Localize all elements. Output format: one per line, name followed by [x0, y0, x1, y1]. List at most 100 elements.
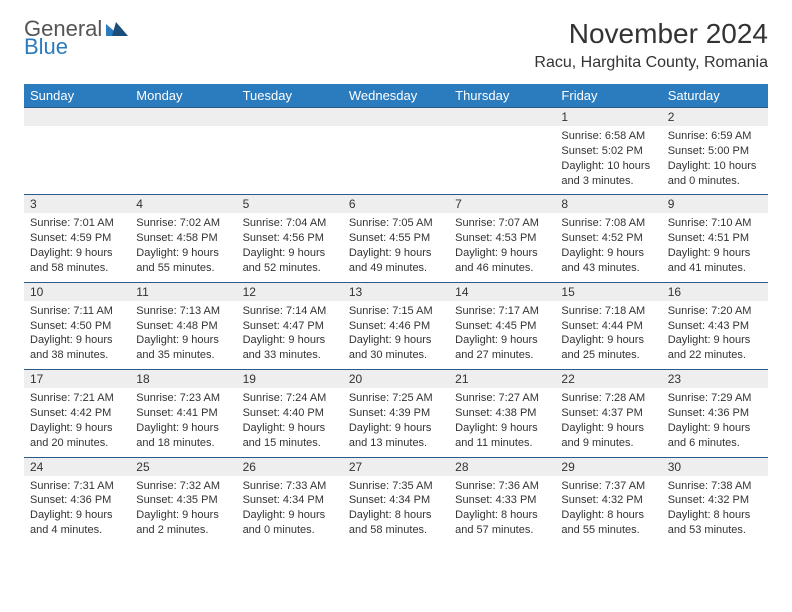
day-body — [237, 126, 343, 194]
logo-text-blue: Blue — [24, 36, 128, 58]
day-number: 16 — [662, 282, 768, 301]
sunset: Sunset: 4:37 PM — [561, 406, 655, 421]
sunset: Sunset: 4:51 PM — [668, 231, 762, 246]
sunset: Sunset: 4:53 PM — [455, 231, 549, 246]
day-body: Sunrise: 7:21 AMSunset: 4:42 PMDaylight:… — [24, 388, 130, 456]
day-label: Monday — [130, 84, 236, 107]
location: Racu, Harghita County, Romania — [534, 54, 768, 72]
day-body: Sunrise: 7:28 AMSunset: 4:37 PMDaylight:… — [555, 388, 661, 456]
sunrise: Sunrise: 7:33 AM — [243, 479, 337, 494]
week-number-row: 3456789 — [24, 194, 768, 213]
day-number — [449, 107, 555, 126]
day-number: 15 — [555, 282, 661, 301]
daylight: Daylight: 9 hours and 2 minutes. — [136, 508, 230, 538]
day-body: Sunrise: 7:23 AMSunset: 4:41 PMDaylight:… — [130, 388, 236, 456]
sunrise: Sunrise: 7:21 AM — [30, 391, 124, 406]
daylight: Daylight: 9 hours and 49 minutes. — [349, 246, 443, 276]
day-body: Sunrise: 7:25 AMSunset: 4:39 PMDaylight:… — [343, 388, 449, 456]
day-number: 29 — [555, 457, 661, 476]
daylight: Daylight: 9 hours and 18 minutes. — [136, 421, 230, 451]
sunset: Sunset: 4:42 PM — [30, 406, 124, 421]
sunset: Sunset: 4:46 PM — [349, 319, 443, 334]
day-body: Sunrise: 7:31 AMSunset: 4:36 PMDaylight:… — [24, 476, 130, 544]
day-number: 2 — [662, 107, 768, 126]
sunrise: Sunrise: 7:20 AM — [668, 304, 762, 319]
day-body: Sunrise: 7:17 AMSunset: 4:45 PMDaylight:… — [449, 301, 555, 369]
day-number: 19 — [237, 369, 343, 388]
daylight: Daylight: 9 hours and 20 minutes. — [30, 421, 124, 451]
day-number — [130, 107, 236, 126]
day-body: Sunrise: 7:15 AMSunset: 4:46 PMDaylight:… — [343, 301, 449, 369]
day-body: Sunrise: 7:04 AMSunset: 4:56 PMDaylight:… — [237, 213, 343, 281]
sunrise: Sunrise: 7:29 AM — [668, 391, 762, 406]
day-body — [449, 126, 555, 194]
day-body: Sunrise: 7:13 AMSunset: 4:48 PMDaylight:… — [130, 301, 236, 369]
day-body: Sunrise: 7:32 AMSunset: 4:35 PMDaylight:… — [130, 476, 236, 544]
sunset: Sunset: 4:41 PM — [136, 406, 230, 421]
sunrise: Sunrise: 7:02 AM — [136, 216, 230, 231]
sunrise: Sunrise: 7:10 AM — [668, 216, 762, 231]
day-number: 13 — [343, 282, 449, 301]
day-label: Wednesday — [343, 84, 449, 107]
day-header-row: Sunday Monday Tuesday Wednesday Thursday… — [24, 84, 768, 107]
day-body: Sunrise: 7:35 AMSunset: 4:34 PMDaylight:… — [343, 476, 449, 544]
sunrise: Sunrise: 7:07 AM — [455, 216, 549, 231]
sunset: Sunset: 4:58 PM — [136, 231, 230, 246]
day-body: Sunrise: 7:24 AMSunset: 4:40 PMDaylight:… — [237, 388, 343, 456]
sunrise: Sunrise: 7:36 AM — [455, 479, 549, 494]
sunrise: Sunrise: 7:08 AM — [561, 216, 655, 231]
sunrise: Sunrise: 6:59 AM — [668, 129, 762, 144]
daylight: Daylight: 9 hours and 27 minutes. — [455, 333, 549, 363]
sunrise: Sunrise: 7:01 AM — [30, 216, 124, 231]
week-body-row: Sunrise: 7:31 AMSunset: 4:36 PMDaylight:… — [24, 476, 768, 544]
day-body: Sunrise: 6:58 AMSunset: 5:02 PMDaylight:… — [555, 126, 661, 194]
daylight: Daylight: 8 hours and 53 minutes. — [668, 508, 762, 538]
day-label: Tuesday — [237, 84, 343, 107]
daylight: Daylight: 10 hours and 3 minutes. — [561, 159, 655, 189]
sunrise: Sunrise: 6:58 AM — [561, 129, 655, 144]
day-number: 28 — [449, 457, 555, 476]
day-number: 14 — [449, 282, 555, 301]
day-number: 26 — [237, 457, 343, 476]
day-number: 10 — [24, 282, 130, 301]
daylight: Daylight: 9 hours and 22 minutes. — [668, 333, 762, 363]
sunset: Sunset: 4:52 PM — [561, 231, 655, 246]
week-body-row: Sunrise: 7:01 AMSunset: 4:59 PM Daylight:… — [24, 213, 768, 281]
daylight: Daylight: 9 hours and 35 minutes. — [136, 333, 230, 363]
sunset: Sunset: 4:55 PM — [349, 231, 443, 246]
daylight: Daylight: 9 hours and 13 minutes. — [349, 421, 443, 451]
day-body: Sunrise: 7:18 AMSunset: 4:44 PMDaylight:… — [555, 301, 661, 369]
week-number-row: 12 — [24, 107, 768, 126]
day-number: 3 — [24, 194, 130, 213]
month-title: November 2024 — [534, 18, 768, 50]
daylight: Daylight: 9 hours and 0 minutes. — [243, 508, 337, 538]
day-number — [24, 107, 130, 126]
day-number: 8 — [555, 194, 661, 213]
sunrise: Sunrise: 7:35 AM — [349, 479, 443, 494]
sunrise: Sunrise: 7:25 AM — [349, 391, 443, 406]
day-number: 25 — [130, 457, 236, 476]
day-number: 22 — [555, 369, 661, 388]
daylight: Daylight: 8 hours and 57 minutes. — [455, 508, 549, 538]
day-number: 4 — [130, 194, 236, 213]
day-number — [237, 107, 343, 126]
daylight: Daylight: 8 hours and 55 minutes. — [561, 508, 655, 538]
day-body — [343, 126, 449, 194]
day-body: Sunrise: 7:36 AMSunset: 4:33 PMDaylight:… — [449, 476, 555, 544]
daylight: Daylight: 9 hours and 33 minutes. — [243, 333, 337, 363]
daylight: Daylight: 9 hours and 6 minutes. — [668, 421, 762, 451]
sunset: Sunset: 5:02 PM — [561, 144, 655, 159]
sunrise: Sunrise: 7:18 AM — [561, 304, 655, 319]
sunset: Sunset: 4:43 PM — [668, 319, 762, 334]
sunset: Sunset: 4:40 PM — [243, 406, 337, 421]
title-block: November 2024 Racu, Harghita County, Rom… — [534, 18, 768, 72]
sunset: Sunset: 4:44 PM — [561, 319, 655, 334]
calendar: Sunday Monday Tuesday Wednesday Thursday… — [24, 84, 768, 544]
day-label: Sunday — [24, 84, 130, 107]
day-body: Sunrise: 7:20 AMSunset: 4:43 PMDaylight:… — [662, 301, 768, 369]
day-number: 7 — [449, 194, 555, 213]
sunset: Sunset: 4:59 PM — [30, 231, 124, 246]
day-number: 20 — [343, 369, 449, 388]
sunrise: Sunrise: 7:31 AM — [30, 479, 124, 494]
day-number: 18 — [130, 369, 236, 388]
